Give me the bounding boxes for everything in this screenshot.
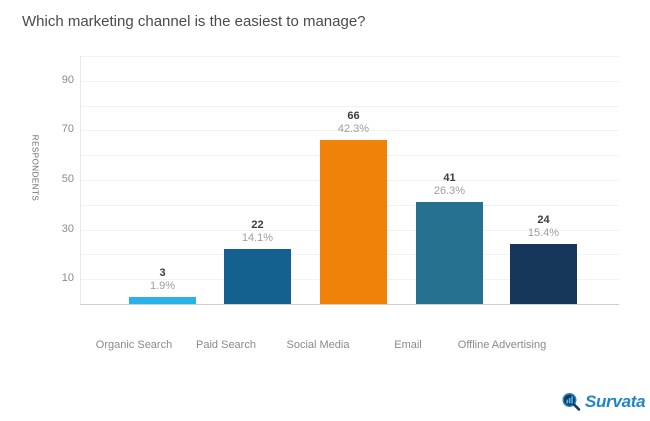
bar-paid-search	[224, 249, 291, 304]
gridline	[80, 80, 619, 82]
bar-value-label: 22	[251, 219, 264, 232]
x-category-label: Social Media	[286, 339, 350, 351]
y-tick-label: 70	[61, 123, 74, 136]
y-tick-label: 10	[61, 272, 74, 285]
magnifier-bar-chart-icon	[560, 391, 582, 413]
x-category-label: Organic Search	[95, 339, 173, 351]
y-tick-label: 90	[61, 73, 74, 86]
x-category-label: Paid Search	[196, 339, 256, 351]
gridline	[80, 130, 619, 132]
y-tick-label: 50	[61, 173, 74, 185]
bar-organic-search	[129, 296, 196, 304]
y-tick-label: 30	[61, 222, 74, 235]
x-category-label: Email	[394, 339, 422, 351]
survata-logo[interactable]: Survata	[560, 391, 646, 413]
gridline	[80, 56, 619, 57]
bar-email	[416, 202, 483, 304]
bar-percent-label: 1.9%	[149, 279, 176, 292]
chart-title: Which marketing channel is the easiest t…	[22, 13, 366, 30]
gridline	[80, 105, 619, 107]
x-category-label: Offline Advertising	[457, 339, 547, 351]
x-axis-line	[80, 304, 619, 305]
bar-percent-label: 42.3%	[337, 123, 370, 136]
bar-value-label: 41	[443, 172, 456, 185]
bar-social-media	[320, 140, 387, 304]
bar-percent-label: 26.3%	[433, 185, 466, 198]
bar-value-label: 3	[159, 266, 166, 279]
logo-text: Survata	[585, 392, 646, 411]
bar-percent-label: 14.1%	[241, 232, 274, 245]
y-axis-line	[80, 56, 81, 304]
bar-percent-label: 15.4%	[527, 227, 560, 240]
bar-offline-advertising	[510, 244, 577, 304]
bar-value-label: 24	[537, 214, 550, 227]
bar-value-label: 66	[347, 110, 360, 123]
